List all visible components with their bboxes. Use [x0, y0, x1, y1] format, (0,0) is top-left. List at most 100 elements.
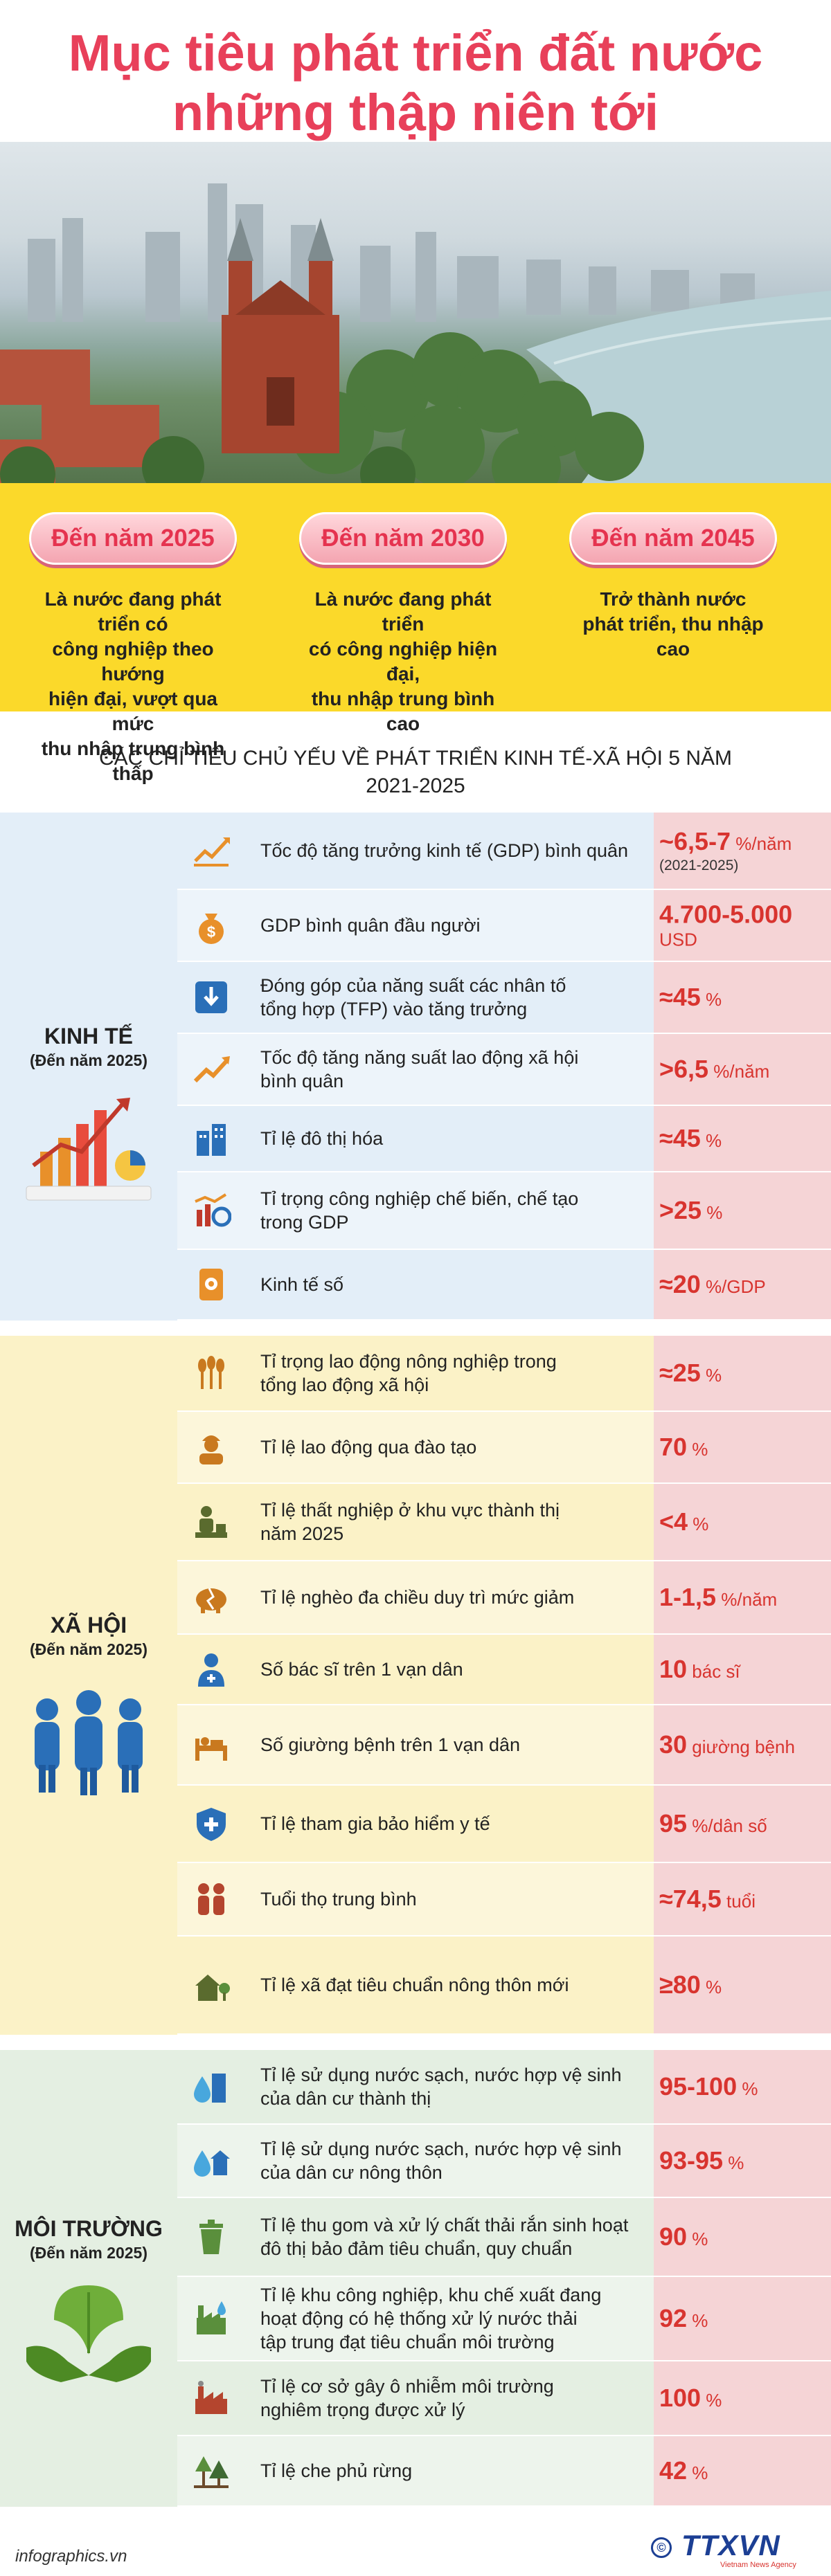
- indicator-label: Số giường bệnh trên 1 vạn dân: [260, 1733, 647, 1757]
- section-environment: MÔI TRƯỜNG (Đến năm 2025) Tỉ lệ sử dụng …: [0, 2050, 831, 2507]
- title-block: Mục tiêu phát triển đất nước những thập …: [0, 0, 831, 142]
- indicator-value: 93-95 %: [659, 2146, 828, 2175]
- milestone-2025: Đến năm 2025 Là nước đang phát triển có …: [29, 512, 237, 786]
- indicator-value: ≥80 %: [659, 1970, 828, 1999]
- indicator-label-line: tổng lao động xã hội: [260, 1375, 429, 1395]
- indicator-value-row: <4 %: [654, 1484, 831, 1561]
- milestone-2045: Đến năm 2045 Trở thành nước phát triển, …: [569, 512, 777, 662]
- indicator-value-row: ≈20 %/GDP: [654, 1250, 831, 1321]
- title-line-2: những thập niên tới: [172, 84, 659, 141]
- indicator-row: Tỉ lệ sử dụng nước sạch, nước hợp vệ sin…: [177, 2125, 654, 2198]
- indicator-value: ≈25 %: [659, 1359, 828, 1388]
- indicator-value: 42 %: [659, 2456, 828, 2485]
- polluting-factory-icon: [191, 2378, 231, 2418]
- indicator-label-line: Tỉ trọng công nghiệp chế biến, chế tạo: [260, 1188, 579, 1209]
- indicator-label-line: Tỉ lệ lao động qua đào tạo: [260, 1437, 477, 1458]
- value-number: 4.700-5.000: [659, 900, 793, 929]
- indicator-value-row: 95 %/dân số: [654, 1786, 831, 1863]
- indicator-value-row: 95-100 %: [654, 2050, 831, 2125]
- indicator-label: Tỉ lệ che phủ rừng: [260, 2459, 647, 2483]
- value-number: 30: [659, 1730, 688, 1759]
- indicator-label-line: bình quân: [260, 1071, 344, 1091]
- value-number: 93-95: [659, 2146, 724, 2175]
- value-unit: %: [687, 1439, 708, 1460]
- indicator-value-column: 95-100 % 93-95 % 90 % 92 % 100 % 42 %: [654, 2050, 831, 2507]
- indicator-value: 10 bác sĩ: [659, 1655, 828, 1684]
- section-gap: [0, 1321, 831, 1336]
- milestone-desc-line: công nghiệp theo hướng: [52, 638, 214, 684]
- worker-icon: [191, 1427, 231, 1467]
- value-number: <4: [659, 1507, 688, 1536]
- value-number: ≈74,5: [659, 1885, 722, 1913]
- value-unit: %: [737, 2078, 758, 2099]
- value-number: 42: [659, 2456, 688, 2485]
- indicator-label-line: Tỉ lệ sử dụng nước sạch, nước hợp vệ sin…: [260, 2065, 622, 2085]
- indicator-label-line: trong GDP: [260, 1212, 349, 1233]
- city-water-drop-icon: [191, 2067, 231, 2107]
- indicator-value-row: 100 %: [654, 2361, 831, 2436]
- category-title: KINH TẾ: [44, 1024, 133, 1049]
- city-building-icon: [191, 1118, 231, 1159]
- value-number: 1-1,5: [659, 1583, 717, 1611]
- indicator-row: $ GDP bình quân đầu người: [177, 890, 654, 962]
- indicator-label-line: Tỉ trọng lao động nông nghiệp trong: [260, 1351, 557, 1372]
- indicator-label: Tốc độ tăng năng suất lao động xã hội bìn…: [260, 1046, 647, 1093]
- value-unit: %/năm: [716, 1589, 778, 1610]
- value-unit: giường bệnh: [687, 1736, 795, 1757]
- hands-leaf-illustration: [19, 2271, 158, 2393]
- indicator-row: Tỉ lệ cơ sở gây ô nhiễm môi trường nghiêm…: [177, 2361, 654, 2436]
- indicator-value-row: >25 %: [654, 1172, 831, 1250]
- indicator-row: Tỉ lệ nghèo đa chiều duy trì mức giảm: [177, 1561, 654, 1635]
- logo-tagline: Vietnam News Agency: [720, 2561, 796, 2569]
- indicator-label: Kinh tế số: [260, 1273, 647, 1296]
- indicator-value-row: 10 bác sĩ: [654, 1635, 831, 1705]
- title-line-1: Mục tiêu phát triển đất nước: [68, 24, 763, 82]
- indicator-value: 92 %: [659, 2304, 828, 2333]
- indicator-row: Kinh tế số: [177, 1250, 654, 1321]
- indicator-row: Tỉ lệ thất nghiệp ở khu vực thành thị năm…: [177, 1484, 654, 1561]
- indicator-label-line: Số giường bệnh trên 1 vạn dân: [260, 1734, 521, 1755]
- value-number: 70: [659, 1433, 688, 1461]
- indicator-label-line: hoạt động có hệ thống xử lý nước thải: [260, 2308, 578, 2329]
- wheat-icon: [191, 1353, 231, 1393]
- indicator-row: Tỉ lệ thu gom và xử lý chất thải rắn sin…: [177, 2198, 654, 2277]
- indicator-label: Tỉ lệ xã đạt tiêu chuẩn nông thôn mới: [260, 1973, 647, 1997]
- logo-wordmark: TTXVN: [681, 2529, 780, 2561]
- indicator-value-row: 93-95 %: [654, 2125, 831, 2198]
- value-number: >6,5: [659, 1055, 709, 1083]
- industry-chart-icon: [191, 1190, 232, 1231]
- indicator-label: Tỉ lệ nghèo đa chiều duy trì mức giảm: [260, 1586, 647, 1609]
- unemployed-person-icon: [191, 1502, 231, 1542]
- value-unit: %: [700, 1977, 722, 1997]
- value-number: 95: [659, 1809, 688, 1838]
- indicator-value: ≈74,5 tuổi: [659, 1885, 828, 1914]
- page-title: Mục tiêu phát triển đất nước những thập …: [0, 24, 831, 143]
- indicator-label: Tỉ lệ sử dụng nước sạch, nước hợp vệ sin…: [260, 2063, 647, 2110]
- value-number: 95-100: [659, 2072, 738, 2101]
- indicator-value-row: ≈45 %: [654, 1106, 831, 1172]
- milestone-badge: Đến năm 2030: [299, 512, 507, 565]
- indicator-label: Đóng góp của năng suất các nhân tố tổng h…: [260, 974, 647, 1021]
- value-number: 92: [659, 2304, 688, 2332]
- indicator-value-row: ≈25 %: [654, 1336, 831, 1412]
- indicator-label-line: tập trung đạt tiêu chuẩn môi trường: [260, 2332, 555, 2352]
- indicator-row: Tỉ lệ sử dụng nước sạch, nước hợp vệ sin…: [177, 2050, 654, 2125]
- indicators-heading: CÁC CHỈ TIÊU CHỦ YẾU VỀ PHÁT TRIỂN KINH …: [0, 711, 831, 813]
- indicator-value-row: 4.700-5.000 USD: [654, 890, 831, 962]
- indicator-label: Tỉ lệ thu gom và xử lý chất thải rắn sin…: [260, 2213, 647, 2260]
- indicator-label-column: Tốc độ tăng trưởng kinh tế (GDP) bình qu…: [177, 813, 654, 1321]
- indicator-label: Tỉ lệ thất nghiệp ở khu vực thành thị năm…: [260, 1498, 647, 1545]
- category-panel: MÔI TRƯỜNG (Đến năm 2025): [0, 2050, 177, 2507]
- indicator-label-line: Đóng góp của năng suất các nhân tố: [260, 975, 566, 996]
- indicator-label-line: Tỉ lệ cơ sở gây ô nhiễm môi trường: [260, 2376, 554, 2397]
- value-number: 90: [659, 2222, 688, 2251]
- indicator-row: Tỉ lệ tham gia bảo hiểm y tế: [177, 1786, 654, 1863]
- indicator-value-row: 1-1,5 %/năm: [654, 1561, 831, 1635]
- elderly-couple-icon: [191, 1879, 231, 1919]
- indicator-label: GDP bình quân đầu người: [260, 914, 647, 937]
- indicator-label-line: tổng hợp (TFP) vào tăng trưởng: [260, 999, 528, 1019]
- indicator-value-row: 92 %: [654, 2277, 831, 2361]
- indicator-row: Tỉ trọng lao động nông nghiệp trong tổng …: [177, 1336, 654, 1412]
- milestones-band: Đến năm 2025 Là nước đang phát triển có …: [0, 483, 831, 784]
- indicator-label-column: Tỉ lệ sử dụng nước sạch, nước hợp vệ sin…: [177, 2050, 654, 2507]
